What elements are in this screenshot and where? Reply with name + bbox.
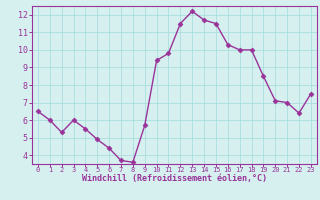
X-axis label: Windchill (Refroidissement éolien,°C): Windchill (Refroidissement éolien,°C) (82, 174, 267, 183)
